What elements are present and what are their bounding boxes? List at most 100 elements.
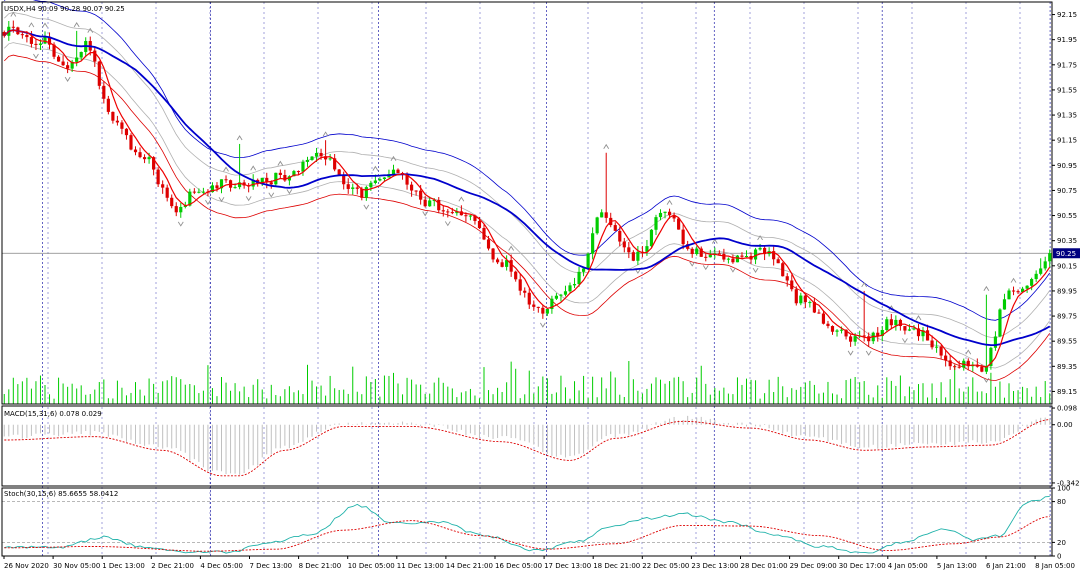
fractal-down-marker — [635, 268, 641, 274]
candle-body — [342, 175, 346, 185]
candle-body — [278, 172, 282, 175]
candle-body — [305, 159, 310, 162]
candle-body — [993, 336, 998, 348]
candle-body — [314, 152, 319, 157]
candle-body — [559, 294, 563, 296]
fractal-down-marker — [752, 267, 759, 273]
slow-ma-line — [3, 29, 1051, 346]
upper-band — [4, 0, 1051, 321]
candle-body — [459, 211, 463, 216]
candle-body — [695, 248, 699, 255]
candle-body — [1011, 290, 1016, 292]
moving-averages — [3, 29, 1051, 368]
candle-body — [509, 260, 513, 272]
candle-body — [645, 246, 649, 252]
fractal-down-marker — [363, 204, 370, 210]
candle-body — [600, 212, 604, 218]
candle-body — [758, 247, 762, 250]
candle-body — [726, 258, 730, 260]
candle-body — [772, 251, 776, 260]
candle-body — [351, 187, 355, 189]
time-axis-label: 10 Dec 05:00 — [348, 562, 395, 570]
candle-body — [355, 187, 359, 189]
candle-body — [378, 179, 382, 181]
candle-body — [1048, 253, 1052, 262]
candle-body — [129, 135, 133, 150]
candle-body — [292, 171, 296, 177]
candle-body — [165, 187, 169, 198]
candle-body — [948, 360, 952, 367]
price-axis-label: 89.15 — [1057, 388, 1077, 396]
candle-body — [301, 161, 305, 172]
panel-frame — [1, 405, 1053, 487]
candle-body — [188, 191, 192, 206]
fractal-up-marker — [965, 349, 972, 355]
candle-body — [505, 260, 509, 267]
stoch-legend: Stoch(30,15,6) 85.6655 58.0412 — [4, 490, 118, 498]
candle-body — [980, 366, 984, 372]
fractal-down-marker — [33, 53, 39, 59]
candle-body — [428, 200, 432, 207]
candle-body — [849, 336, 853, 342]
fractal-up-marker — [458, 196, 465, 202]
candle-body — [38, 43, 43, 45]
candle-body — [1043, 261, 1047, 269]
candle-body — [885, 319, 889, 330]
candle-body — [631, 252, 635, 261]
candle-body — [450, 212, 454, 214]
stochastic-panel — [2, 495, 1052, 554]
candle-body — [52, 44, 56, 57]
candle-body — [324, 156, 328, 160]
candle-body — [672, 215, 676, 219]
time-axis-label: 30 Nov 05:00 — [53, 562, 100, 570]
price-axis-label: 91.15 — [1057, 137, 1077, 145]
candle-body — [989, 347, 993, 366]
candle-body — [495, 259, 500, 263]
candle-body — [29, 37, 34, 44]
candle-body — [794, 289, 798, 304]
fractal-up-marker — [42, 22, 48, 28]
candle-body — [744, 255, 749, 257]
candle-body — [826, 323, 830, 327]
candle-body — [274, 172, 278, 185]
candle-body — [296, 171, 301, 173]
candle-body — [740, 255, 744, 257]
fractal-up-marker — [322, 131, 329, 137]
candle-body — [373, 180, 377, 183]
macd-axis-label: 0.098 — [1057, 405, 1077, 413]
candle-body — [581, 268, 586, 272]
candle-body — [156, 169, 160, 185]
candle-body — [1007, 290, 1011, 300]
upper-envelope — [4, 11, 1051, 339]
candle-body — [224, 179, 228, 181]
envelope-lines — [4, 0, 1051, 382]
candle-body — [563, 291, 568, 295]
candle-body — [654, 217, 658, 230]
stoch-signal-line — [4, 516, 1050, 552]
candle-body — [536, 306, 540, 308]
candle-body — [763, 247, 767, 255]
fractal-up-marker — [666, 199, 673, 205]
candle-body — [550, 298, 554, 309]
fractal-up-marker — [28, 22, 35, 28]
time-axis-label: 16 Dec 05:00 — [495, 562, 542, 570]
candle-body — [382, 177, 387, 180]
candle-body — [238, 182, 242, 188]
candle-body — [170, 197, 174, 207]
candle-body — [242, 182, 246, 186]
price-axis-label: 91.35 — [1057, 112, 1077, 120]
candle-body — [577, 271, 581, 285]
candle-body — [491, 248, 495, 260]
current-price-label: 90.25 — [1056, 250, 1076, 258]
price-axis-label: 92.15 — [1057, 11, 1077, 19]
current-price-box — [1053, 248, 1080, 259]
fractal-up-marker — [236, 135, 243, 141]
candle-body — [704, 256, 708, 258]
candle-body — [966, 360, 970, 367]
candle-body — [618, 230, 622, 242]
fractal-down-marker — [902, 338, 908, 344]
candle-body — [283, 174, 287, 181]
candle-body — [862, 335, 866, 337]
